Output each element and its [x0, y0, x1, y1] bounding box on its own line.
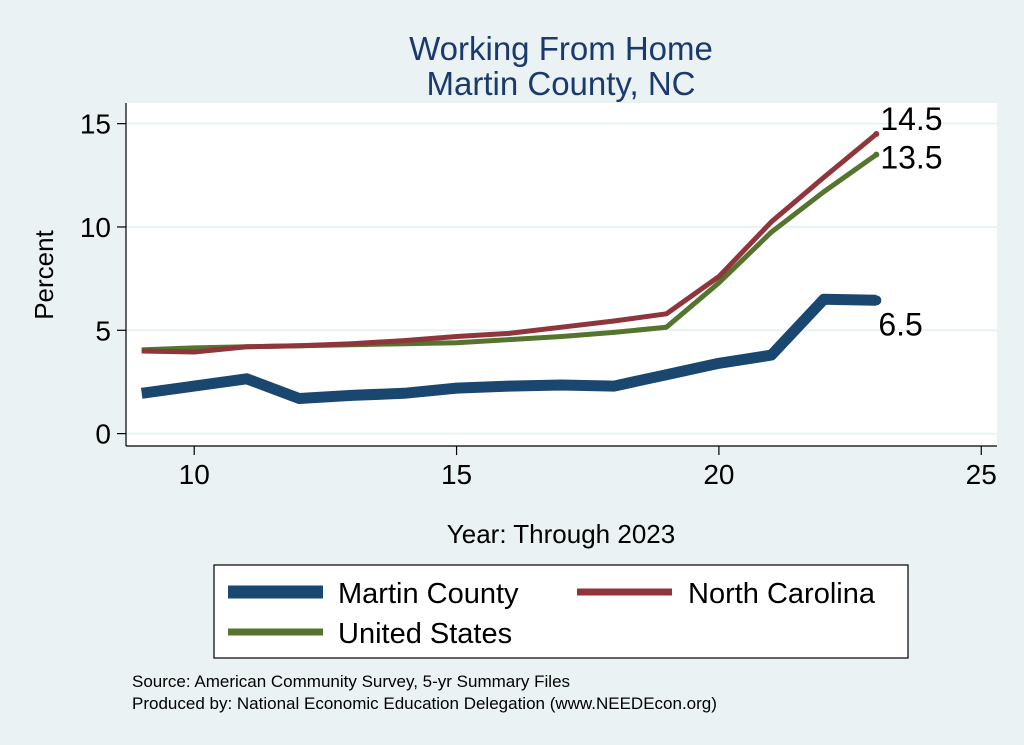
series-line-martin-county — [140, 293, 877, 404]
series-line-north-carolina — [141, 132, 878, 355]
legend-label-united-states: United States — [338, 618, 512, 650]
plot-area — [126, 103, 997, 446]
produced-by-note: Produced by: National Economic Education… — [132, 694, 717, 713]
legend-box — [213, 564, 909, 659]
x-tick-label: 25 — [966, 459, 997, 490]
gridlines — [126, 122, 997, 435]
y-tick-label: 15 — [80, 109, 111, 140]
x-tick-label: 20 — [703, 459, 734, 490]
x-tick-label: 10 — [179, 459, 210, 490]
end-label-martin-county: 6.5 — [878, 306, 922, 342]
series-end-point — [873, 130, 880, 137]
end-labels: 13.514.5 6.5 — [878, 101, 942, 342]
legend: Martin County North Carolina United Stat… — [213, 564, 909, 659]
end-label-united-states: 13.5 — [880, 140, 942, 176]
series-lines — [140, 130, 882, 404]
y-tick-label: 5 — [95, 315, 111, 346]
x-tick-label: 15 — [441, 459, 472, 490]
y-axis: 0 5 10 15 — [80, 109, 126, 450]
legend-label-north-carolina: North Carolina — [688, 578, 876, 610]
legend-label-martin-county: Martin County — [338, 578, 519, 610]
end-label-north-carolina: 14.5 — [880, 101, 942, 137]
series-end-point — [871, 295, 882, 306]
chart-title-line-2: Martin County, NC — [427, 65, 696, 102]
series-end-point — [873, 151, 880, 158]
chart-title: Working From Home Martin County, NC — [409, 30, 713, 102]
y-tick-label: 10 — [80, 212, 111, 243]
source-note: Source: American Community Survey, 5-yr … — [132, 672, 570, 691]
y-axis-label: Percent — [29, 229, 59, 319]
chart-title-line-1: Working From Home — [409, 30, 713, 67]
y-tick-label: 0 — [95, 419, 111, 450]
x-axis-label: Year: Through 2023 — [447, 519, 675, 549]
x-axis: 10 15 20 25 — [179, 446, 997, 490]
